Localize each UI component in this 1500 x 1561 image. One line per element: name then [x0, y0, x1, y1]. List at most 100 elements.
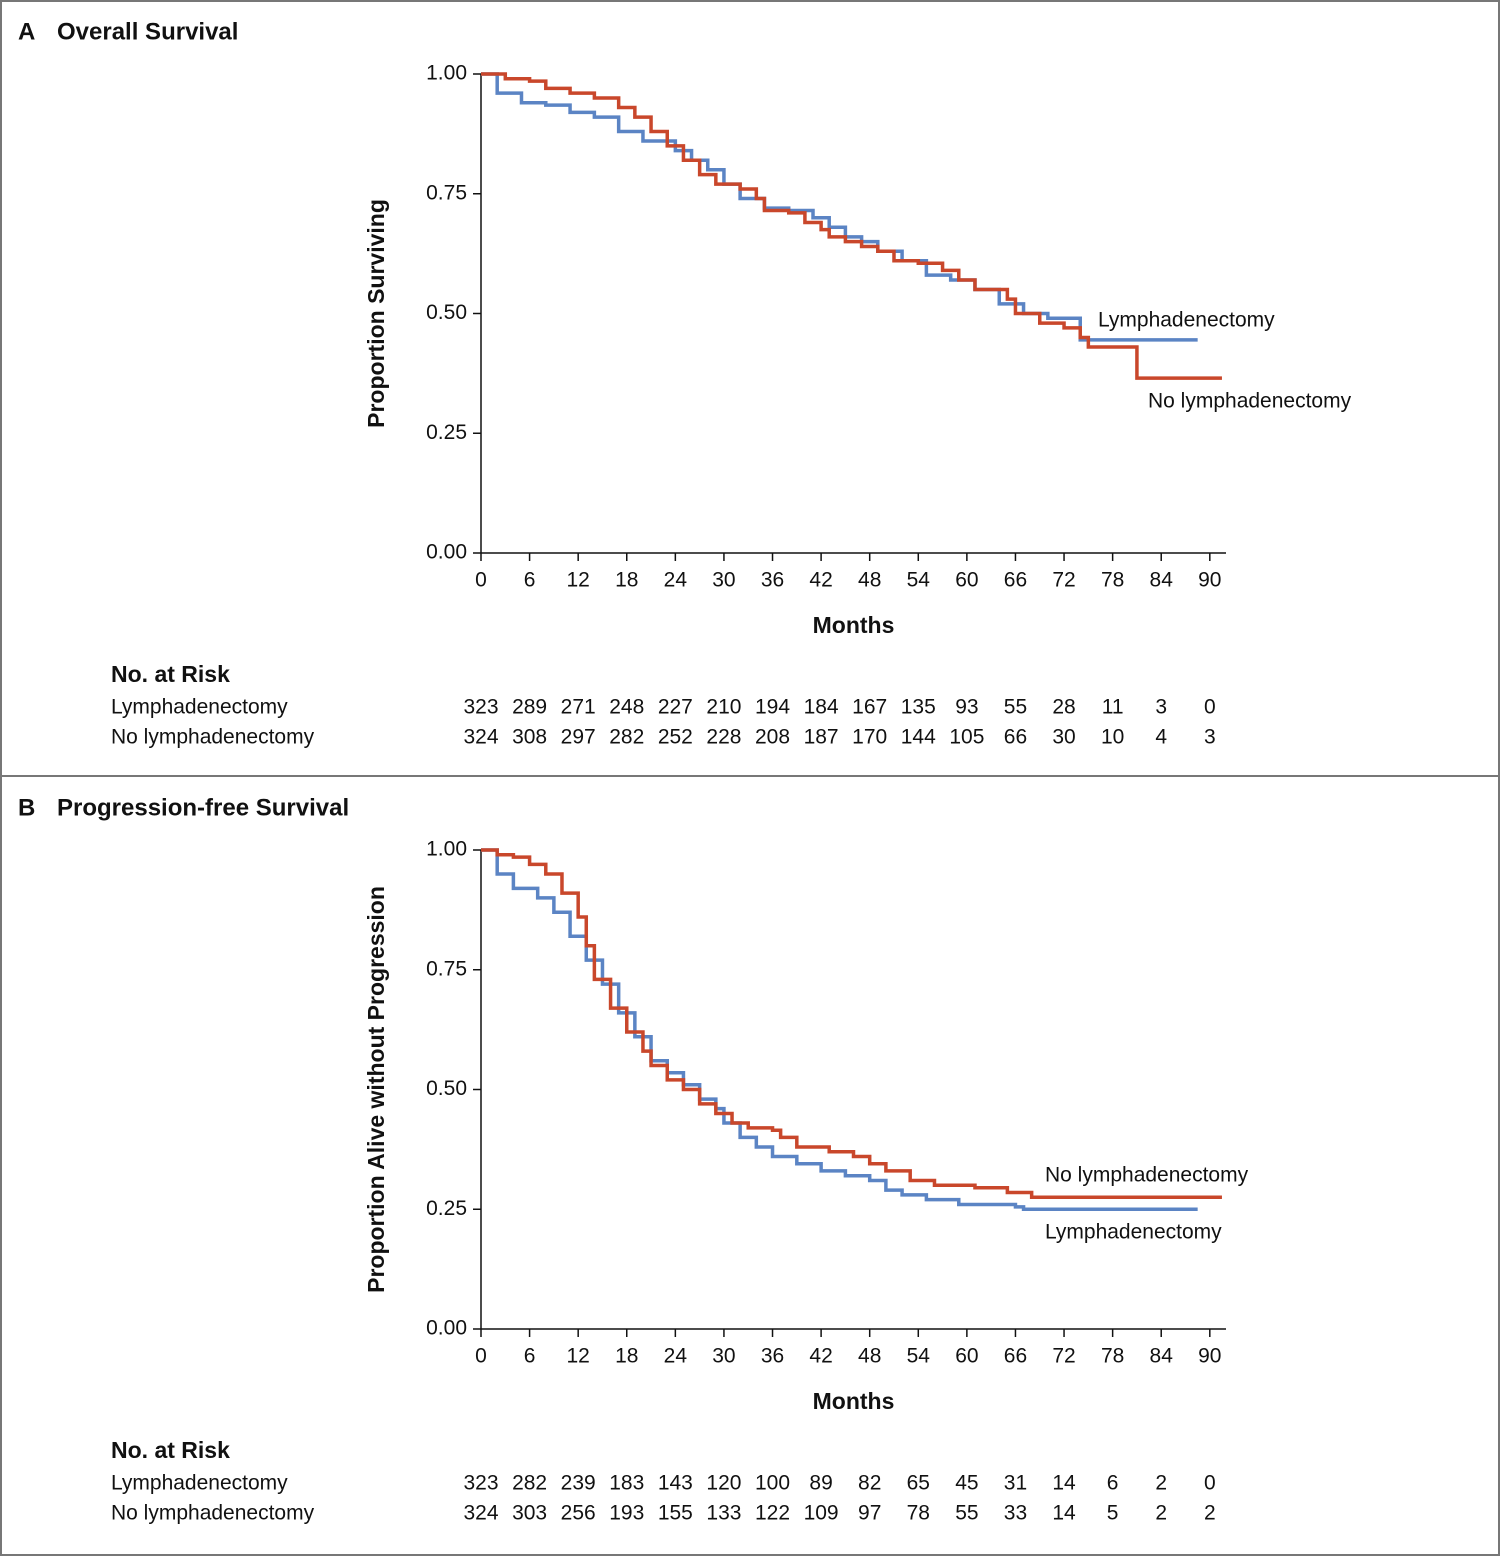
- x-tick-label: 90: [1198, 1345, 1221, 1368]
- risk-count: 14: [1052, 1502, 1076, 1525]
- risk-count: 78: [907, 1502, 930, 1525]
- risk-table-title: No. at Risk: [111, 1437, 230, 1463]
- risk-count: 208: [755, 726, 790, 749]
- risk-count: 135: [901, 696, 936, 719]
- risk-count: 109: [804, 1502, 839, 1525]
- risk-count: 45: [955, 1472, 978, 1495]
- risk-count: 28: [1052, 696, 1075, 719]
- y-tick-label: 1.00: [426, 838, 467, 861]
- risk-count: 187: [804, 726, 839, 749]
- x-tick-label: 66: [1004, 569, 1027, 592]
- y-tick-label: 0.50: [426, 301, 467, 324]
- curve-label: Lymphadenectomy: [1098, 309, 1275, 332]
- risk-count: 323: [463, 696, 498, 719]
- x-tick-label: 84: [1150, 1345, 1174, 1368]
- risk-row-name: Lymphadenectomy: [111, 1472, 288, 1495]
- risk-count: 170: [852, 726, 887, 749]
- risk-count: 143: [658, 1472, 693, 1495]
- risk-count: 144: [901, 726, 936, 749]
- curve-label: No lymphadenectomy: [1045, 1164, 1249, 1187]
- panel-label: A: [18, 18, 35, 45]
- risk-count: 100: [755, 1472, 790, 1495]
- risk-table-title: No. at Risk: [111, 661, 230, 687]
- x-tick-label: 60: [955, 1345, 978, 1368]
- x-tick-label: 42: [809, 1345, 832, 1368]
- risk-count: 271: [561, 696, 596, 719]
- risk-row-name: No lymphadenectomy: [111, 1502, 315, 1525]
- risk-count: 323: [463, 1472, 498, 1495]
- risk-row-name: Lymphadenectomy: [111, 696, 288, 719]
- y-axis-label: Proportion Surviving: [363, 199, 389, 428]
- risk-count: 210: [706, 696, 741, 719]
- risk-count: 105: [949, 726, 984, 749]
- y-tick-label: 0.75: [426, 957, 467, 980]
- x-tick-label: 66: [1004, 1345, 1027, 1368]
- y-tick-label: 0.75: [426, 181, 467, 204]
- risk-count: 324: [463, 1502, 498, 1525]
- x-tick-label: 42: [809, 569, 832, 592]
- risk-count: 33: [1004, 1502, 1027, 1525]
- risk-count: 155: [658, 1502, 693, 1525]
- curve-label: Lymphadenectomy: [1045, 1221, 1222, 1244]
- x-tick-label: 24: [664, 569, 688, 592]
- x-tick-label: 18: [615, 1345, 638, 1368]
- y-tick-label: 0.25: [426, 1197, 467, 1220]
- chart-title: Overall Survival: [57, 18, 238, 45]
- risk-count: 55: [1004, 696, 1027, 719]
- x-tick-label: 0: [475, 569, 487, 592]
- risk-count: 6: [1107, 1472, 1119, 1495]
- risk-count: 82: [858, 1472, 881, 1495]
- risk-count: 4: [1155, 726, 1167, 749]
- x-tick-label: 48: [858, 569, 881, 592]
- risk-count: 93: [955, 696, 978, 719]
- risk-row-name: No lymphadenectomy: [111, 726, 315, 749]
- panel: B Progression-free Survival 0.00 0.25 0.50 0.…: [18, 794, 1249, 1524]
- x-tick-label: 72: [1052, 1345, 1075, 1368]
- risk-count: 5: [1107, 1502, 1119, 1525]
- risk-count: 0: [1204, 696, 1216, 719]
- risk-count: 2: [1155, 1502, 1167, 1525]
- x-tick-label: 0: [475, 1345, 487, 1368]
- x-tick-label: 72: [1052, 569, 1075, 592]
- risk-count: 167: [852, 696, 887, 719]
- x-tick-label: 54: [907, 1345, 931, 1368]
- x-tick-label: 78: [1101, 569, 1124, 592]
- curve-label: No lymphadenectomy: [1148, 390, 1352, 413]
- x-tick-label: 90: [1198, 569, 1221, 592]
- y-axis-label: Proportion Alive without Progression: [363, 886, 389, 1293]
- risk-count: 228: [706, 726, 741, 749]
- risk-count: 308: [512, 726, 547, 749]
- risk-count: 65: [907, 1472, 930, 1495]
- y-tick-label: 0.00: [426, 541, 467, 564]
- risk-count: 297: [561, 726, 596, 749]
- risk-count: 11: [1102, 696, 1124, 719]
- risk-count: 248: [609, 696, 644, 719]
- survival-curve: [481, 72, 1222, 380]
- x-axis-label: Months: [813, 1388, 895, 1414]
- risk-count: 122: [755, 1502, 790, 1525]
- risk-count: 3: [1155, 696, 1167, 719]
- risk-count: 3: [1204, 726, 1216, 749]
- survival-curve: [481, 848, 1198, 1211]
- x-tick-label: 60: [955, 569, 978, 592]
- x-tick-label: 36: [761, 569, 784, 592]
- risk-count: 324: [463, 726, 498, 749]
- risk-count: 2: [1204, 1502, 1216, 1525]
- risk-count: 289: [512, 696, 547, 719]
- x-tick-label: 30: [712, 1345, 735, 1368]
- risk-count: 55: [955, 1502, 978, 1525]
- y-tick-label: 0.25: [426, 421, 467, 444]
- x-tick-label: 12: [566, 1345, 589, 1368]
- risk-count: 14: [1052, 1472, 1076, 1495]
- panel-label: B: [18, 794, 35, 821]
- x-axis-label: Months: [813, 612, 895, 638]
- x-tick-label: 12: [566, 569, 589, 592]
- risk-count: 66: [1004, 726, 1027, 749]
- x-tick-label: 30: [712, 569, 735, 592]
- risk-count: 303: [512, 1502, 547, 1525]
- risk-count: 256: [561, 1502, 596, 1525]
- risk-count: 183: [609, 1472, 644, 1495]
- risk-count: 193: [609, 1502, 644, 1525]
- x-tick-label: 48: [858, 1345, 881, 1368]
